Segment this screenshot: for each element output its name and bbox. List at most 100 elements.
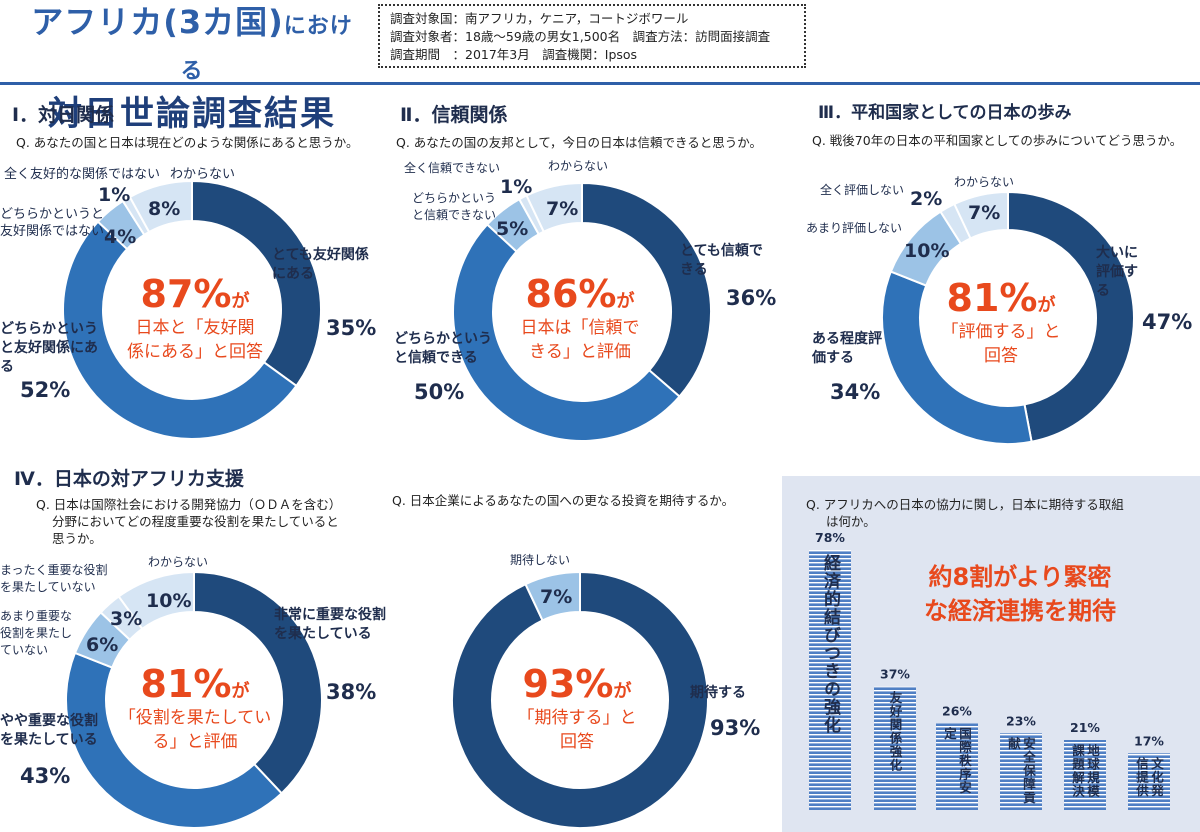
label-role-not-much: あまり重要な役割を果たしていない — [0, 609, 73, 657]
label-unknown-3: わからない — [954, 175, 1015, 189]
pct-somewhat-not-trust: 5% — [496, 218, 529, 240]
label-very-trust: とても信頼できる — [680, 243, 763, 278]
pct-not-evaluate-at-all: 2% — [910, 188, 943, 210]
label-unknown-4: わからない — [148, 555, 209, 569]
pct-greatly-evaluate: 47% — [1142, 310, 1193, 334]
bar-2 — [936, 723, 978, 810]
title-line-1: アフリカ(3カ国)における — [31, 3, 353, 84]
donut-0-slice-0 — [191, 179, 322, 388]
donut-1-slice-1 — [452, 223, 681, 442]
section-6-question: Q. アフリカへの日本の協力に関し，日本に期待する取組 は何か。 — [806, 497, 1124, 529]
bar-0 — [809, 550, 851, 810]
survey-line-subjects: 調査対象者：18歳～59歳の男女1,500名 調査方法：訪問面接調査 — [390, 29, 771, 44]
label-not-trust-at-all: 全く信頼できない — [404, 161, 501, 175]
section-5-question: Q. 日本企業によるあなたの国への更なる投資を期待するか。 — [392, 493, 735, 508]
label-somewhat-evaluate: ある程度評価する — [812, 331, 882, 366]
pct-unknown-4: 10% — [146, 590, 192, 612]
label-greatly-evaluate: 大いに評価する — [1096, 245, 1138, 299]
label-very-friendly: とても友好関係にある — [272, 247, 369, 282]
label-role-very-important: 非常に重要な役割を果たしている — [274, 607, 386, 642]
pct-very-trust: 36% — [726, 286, 777, 310]
pct-somewhat-evaluate: 34% — [830, 380, 881, 404]
section-1-title: Ⅰ．対日関係 — [12, 104, 115, 126]
bar-label-0: 経済的結びつきの強化 — [820, 554, 840, 734]
donut-4-slice-0 — [451, 570, 709, 829]
donut-chart-trust — [452, 181, 712, 442]
center-summary-4: 81%が 「役割を果たしてい る」と評価 — [118, 662, 272, 752]
bar-value-4: 21% — [1070, 720, 1100, 735]
pct-not-friendly-at-all: 1% — [98, 184, 131, 206]
survey-line-period: 調査期間 ：2017年3月 調査機関：Ipsos — [390, 47, 638, 62]
center-summary-2: 86%が 日本は「信頼で きる」と評価 — [520, 272, 640, 362]
pct-very-friendly: 35% — [326, 316, 377, 340]
donut-chart-oda-role — [65, 570, 323, 829]
label-not-friendly-at-all: 全く友好的な関係ではない — [4, 167, 161, 182]
section-3-question: Q. 戦後70年の日本の平和国家としての歩みについてどう思うか。 — [812, 133, 1183, 148]
pct-somewhat-not-friendly: 4% — [104, 226, 137, 248]
center-summary-3: 81%が 「評価する」と 回答 — [941, 276, 1061, 366]
donut-2-slice-0 — [1007, 190, 1135, 443]
label-somewhat-not-trust: どちらかというと信頼できない — [412, 191, 497, 222]
bar-4 — [1064, 740, 1106, 810]
bar-value-5: 17% — [1134, 733, 1164, 748]
label-not-evaluate-much: あまり評価しない — [806, 221, 903, 235]
bar-label-5: 文化発信提供 — [1134, 757, 1164, 798]
label-role-somewhat-important: やや重要な役割を果たしている — [0, 713, 98, 748]
pct-somewhat-trust: 50% — [414, 380, 465, 404]
pct-role-somewhat-important: 43% — [20, 764, 71, 788]
donut-chart-investment — [451, 570, 709, 829]
title-line-2: 対日世論調査結果 — [48, 94, 336, 134]
section-4-question: Q. 日本は国際社会における開発協力（ＯＤＡを含む） 分野においてどの程度重要な… — [36, 497, 342, 546]
donut-1-slice-0 — [581, 181, 712, 398]
label-not-expect: 期待しない — [510, 553, 571, 567]
pct-role-not-much: 6% — [86, 634, 119, 656]
bar-1 — [874, 686, 916, 810]
pct-role-not-at-all: 3% — [110, 608, 143, 630]
label-somewhat-trust: どちらかというと信頼できる — [394, 331, 492, 366]
bar-value-3: 23% — [1006, 713, 1036, 728]
pct-somewhat-friendly: 52% — [20, 378, 71, 402]
pct-expect: 93% — [710, 716, 761, 740]
section-1-question: Q. あなたの国と日本は現在どのような関係にあると思うか。 — [16, 135, 359, 150]
bar-label-3: 安全保障貢献 — [1006, 737, 1036, 805]
section-3-title: Ⅲ．平和国家としての日本の歩み — [818, 103, 1072, 123]
pct-unknown: 8% — [148, 198, 181, 220]
label-unknown-2: わからない — [548, 159, 609, 173]
donut-3-slice-4 — [117, 570, 195, 631]
label-role-not-at-all: まったく重要な役割を果たしていない — [0, 563, 108, 594]
bar-value-2: 26% — [942, 703, 972, 718]
label-somewhat-not-friendly: どちらかというと友好関係ではない — [0, 207, 105, 239]
bar-value-0: 78% — [815, 530, 845, 545]
donut-3-slice-0 — [193, 570, 323, 795]
bar-headline: 約8割がより緊密 な経済連携を期待 — [924, 563, 1116, 625]
bar-3 — [1000, 733, 1042, 810]
survey-line-countries: 調査対象国：南アフリカ，ケニア，コートジボワール — [390, 11, 689, 26]
survey-info-box: 調査対象国：南アフリカ，ケニア，コートジボワール 調査対象者：18歳～59歳の男… — [378, 4, 806, 68]
donut-0-slice-1 — [62, 220, 298, 441]
pct-unknown-2: 7% — [546, 198, 579, 220]
center-summary-1: 87%が 日本と「友好関 係にある」と回答 — [127, 272, 263, 362]
donut-0-slice-4 — [128, 179, 193, 234]
donut-3-slice-1 — [65, 651, 284, 829]
label-not-evaluate-at-all: 全く評価しない — [820, 183, 905, 197]
pct-unknown-3: 7% — [968, 202, 1001, 224]
expectation-bar-chart: 78% 経済的結びつきの強化 37% 友好関係強化 26% 国際秩序安定 23% 安全保障貢献… — [809, 530, 1170, 810]
section-2-question: Q. あなたの国の友邦として，今日の日本は信頼できると思うか。 — [396, 135, 763, 150]
pct-role-very-important: 38% — [326, 680, 377, 704]
donut-4-slice-1 — [524, 570, 582, 622]
label-unknown: わからない — [170, 167, 236, 182]
center-summary-5: 93%が 「期待する」と 回答 — [517, 662, 637, 752]
page-title: アフリカ(3カ国)における 対日世論調査結果 — [22, 2, 362, 136]
donut-1-slice-4 — [525, 181, 583, 233]
donut-chart-relations — [62, 179, 322, 441]
pct-not-evaluate-much: 10% — [904, 240, 950, 262]
bar-label-2: 国際秩序安定 — [942, 727, 972, 795]
header-divider — [0, 82, 1200, 85]
bar-label-1: 友好関係強化 — [887, 690, 903, 772]
label-expect: 期待する — [690, 685, 746, 701]
donut-chart-peace — [881, 190, 1135, 445]
pct-not-trust-at-all: 1% — [500, 176, 533, 198]
pct-not-expect: 7% — [540, 586, 573, 608]
section-2-title: Ⅱ．信頼関係 — [400, 104, 508, 126]
donut-2-slice-4 — [953, 190, 1009, 240]
